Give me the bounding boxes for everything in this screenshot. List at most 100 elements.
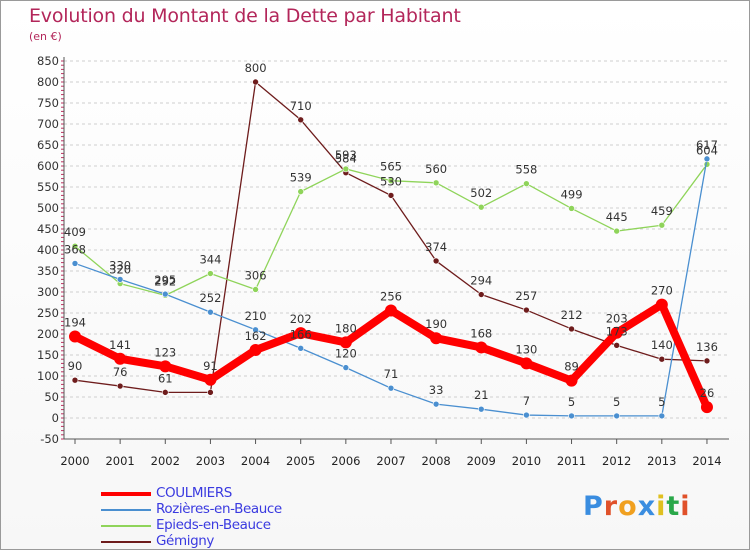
- data-point: [116, 382, 124, 390]
- data-point: [297, 344, 305, 352]
- data-label: 560: [425, 162, 447, 176]
- data-label: 26: [700, 386, 715, 400]
- data-point: [71, 242, 79, 250]
- data-label: 306: [245, 268, 267, 282]
- data-label: 136: [696, 340, 718, 354]
- data-point: [477, 291, 485, 298]
- data-label: 33: [429, 383, 444, 397]
- data-label: 120: [335, 347, 357, 361]
- y-tick-label: 550: [37, 180, 59, 194]
- data-point: [387, 384, 395, 392]
- y-tick-label: 750: [37, 96, 59, 110]
- data-label: 61: [158, 371, 173, 385]
- legend-label: COULMIERS: [156, 485, 232, 501]
- legend-swatch: [101, 492, 151, 496]
- data-label: 5: [568, 395, 575, 409]
- y-tick-label: 50: [44, 390, 59, 404]
- data-label: 256: [380, 289, 402, 303]
- data-point: [159, 360, 172, 373]
- y-tick-label: 100: [37, 369, 59, 383]
- data-label: 499: [561, 187, 583, 201]
- legend-item: Gémigny: [101, 533, 361, 549]
- data-label: 141: [109, 338, 131, 352]
- data-point: [432, 179, 440, 187]
- data-label: 71: [384, 367, 399, 381]
- data-point: [252, 286, 259, 293]
- x-tick-label: 2009: [467, 454, 496, 468]
- y-tick-label: 350: [37, 264, 59, 278]
- x-tick-label: 2007: [376, 454, 405, 468]
- data-label: 292: [154, 274, 176, 288]
- y-tick-label: 700: [37, 117, 59, 131]
- data-point: [613, 342, 620, 349]
- data-point: [477, 405, 485, 413]
- data-point: [655, 298, 668, 311]
- data-label: 21: [474, 388, 489, 402]
- data-point: [523, 306, 530, 314]
- data-point: [204, 373, 217, 386]
- x-tick-label: 2010: [512, 454, 541, 468]
- x-tick-label: 2001: [105, 454, 134, 468]
- data-point: [114, 352, 127, 365]
- data-label: 212: [561, 308, 583, 322]
- y-tick-label: 600: [37, 159, 59, 173]
- data-label: 140: [651, 338, 673, 352]
- data-label: 800: [245, 61, 267, 75]
- legend-swatch: [101, 525, 151, 527]
- x-tick-label: 2013: [647, 454, 676, 468]
- y-tick-label: 250: [37, 306, 59, 320]
- chart-title: Evolution du Montant de la Dette par Hab…: [29, 5, 461, 27]
- data-point: [477, 203, 485, 211]
- proxiti-logo: Proxiti: [583, 491, 691, 522]
- legend-swatch: [101, 509, 151, 511]
- data-point: [71, 260, 79, 267]
- logo-letter: i: [656, 491, 667, 522]
- data-label: 459: [651, 204, 673, 218]
- logo-letter: t: [666, 491, 681, 522]
- logo-letter: P: [583, 491, 604, 522]
- data-point: [342, 364, 350, 371]
- x-tick-label: 2006: [331, 454, 360, 468]
- data-label: 90: [68, 359, 83, 373]
- data-point: [523, 411, 530, 419]
- data-label: 89: [564, 360, 579, 374]
- logo-letter: x: [637, 491, 657, 522]
- data-label: 194: [64, 316, 86, 330]
- data-label: 130: [515, 342, 537, 356]
- data-label: 320: [109, 263, 131, 277]
- data-label: 5: [658, 395, 665, 409]
- data-point: [658, 355, 666, 363]
- data-label: 203: [606, 312, 628, 326]
- data-point: [161, 290, 169, 298]
- data-label: 502: [470, 186, 492, 200]
- data-label: 252: [199, 291, 221, 305]
- data-point: [207, 308, 214, 316]
- data-label: 5: [613, 395, 620, 409]
- data-point: [207, 389, 214, 396]
- legend-label: Rozières-en-Beauce: [156, 501, 282, 517]
- data-point: [568, 205, 575, 212]
- data-label: 76: [113, 365, 128, 379]
- y-tick-label: 300: [37, 285, 59, 299]
- x-tick-label: 2000: [60, 454, 89, 468]
- legend-item: Rozières-en-Beauce: [101, 501, 361, 517]
- y-tick-label: 0: [52, 411, 59, 425]
- legend-label: Epieds-en-Beauce: [156, 517, 271, 533]
- x-tick-label: 2003: [196, 454, 225, 468]
- data-point: [342, 165, 350, 173]
- y-tick-label: 650: [37, 138, 59, 152]
- data-label: 166: [290, 327, 312, 341]
- x-tick-label: 2011: [557, 454, 586, 468]
- data-point: [432, 257, 440, 265]
- y-tick-label: 400: [37, 243, 59, 257]
- data-point: [520, 357, 533, 370]
- x-tick-label: 2012: [602, 454, 631, 468]
- x-tick-label: 2014: [692, 454, 721, 468]
- data-point: [610, 326, 623, 339]
- data-point: [69, 330, 81, 343]
- data-point: [249, 343, 262, 356]
- y-tick-label: 800: [37, 75, 59, 89]
- data-point: [568, 412, 575, 420]
- data-point: [297, 116, 305, 124]
